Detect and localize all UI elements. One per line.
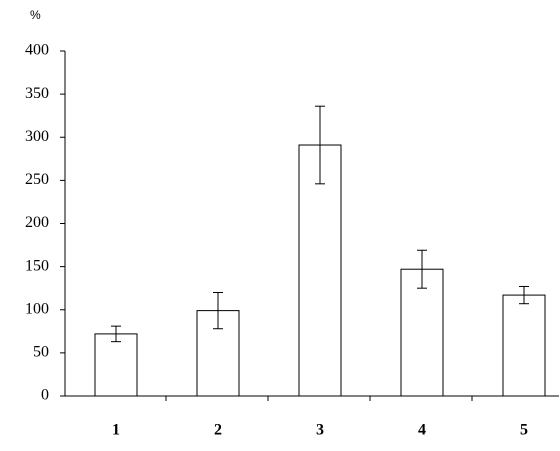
- x-tick-label: 4: [418, 422, 426, 439]
- bar: [298, 144, 342, 397]
- x-tick-label: 3: [316, 422, 324, 439]
- x-tick-label: 1: [112, 422, 120, 439]
- y-tick-label: 300: [25, 128, 49, 145]
- x-tick-label: 5: [520, 422, 528, 439]
- y-tick-label: 50: [33, 344, 49, 361]
- y-tick-label: 250: [25, 171, 49, 188]
- y-tick-label: 100: [25, 300, 49, 317]
- y-tick-label: 350: [25, 85, 49, 102]
- y-tick-label: 0: [41, 387, 49, 404]
- y-tick-label: 400: [25, 42, 49, 59]
- y-tick-label: 150: [25, 257, 49, 274]
- x-tick-label: 2: [214, 422, 222, 439]
- y-axis-label: %: [30, 8, 41, 22]
- bar: [502, 294, 546, 397]
- bar: [94, 333, 138, 397]
- y-tick-label: 200: [25, 214, 49, 231]
